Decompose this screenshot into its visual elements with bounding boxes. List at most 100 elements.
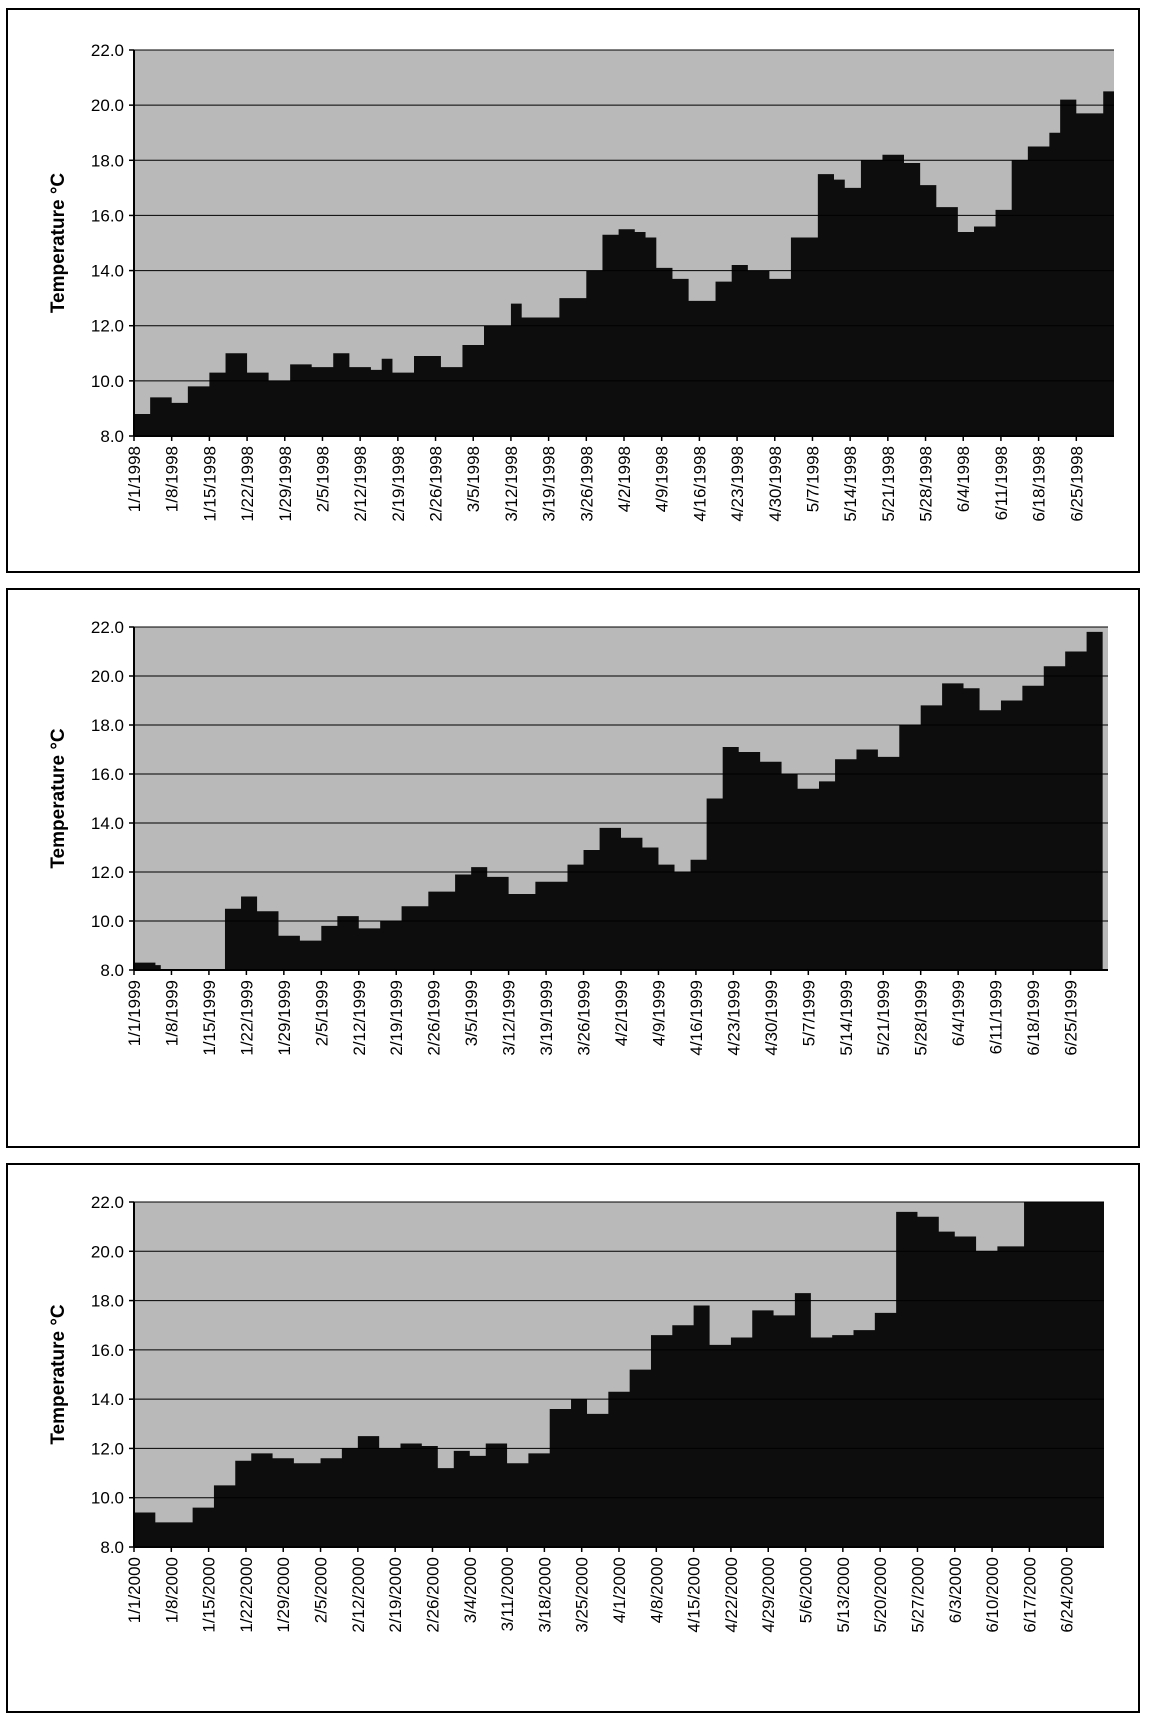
x-tick-label: 2/12/1998 — [351, 446, 370, 522]
x-tick-label: 5/28/1998 — [917, 446, 936, 522]
x-tick-label: 4/2/1998 — [615, 446, 634, 512]
x-tick-label: 1/29/2000 — [274, 1557, 293, 1633]
y-tick-label: 20.0 — [91, 667, 124, 686]
x-tick-label: 2/26/1999 — [425, 980, 444, 1056]
x-tick-label: 1/1/1998 — [125, 446, 144, 512]
chart-panel-1998: 8.0 10.0 12.0 14.0 16.0 18.0 20.0 22.0 1/1/1998 1… — [6, 8, 1140, 573]
temperature-chart-1999: 8.0 10.0 12.0 14.0 16.0 18.0 20.0 22.0 1/1/1999 1… — [48, 618, 1108, 1056]
x-tick-label: 5/14/1999 — [837, 980, 856, 1056]
x-tick-label: 6/18/1998 — [1030, 446, 1049, 522]
x-tick-label: 1/15/1999 — [200, 980, 219, 1056]
x-tick-label: 5/6/2000 — [797, 1557, 816, 1623]
x-tick-label: 6/25/1999 — [1062, 980, 1081, 1056]
x-tick-label: 2/12/2000 — [349, 1557, 368, 1633]
x-tick-label: 1/1/1999 — [125, 980, 144, 1046]
y-tick-label: 20.0 — [91, 1242, 124, 1261]
x-tick-label: 6/4/1998 — [954, 446, 973, 512]
x-tick-label: 3/19/1999 — [537, 980, 556, 1056]
x-tick-label: 6/24/2000 — [1058, 1557, 1077, 1633]
y-axis-label: Temperature °C — [48, 1304, 69, 1445]
x-tick-label: 3/5/1999 — [462, 980, 481, 1046]
x-tick-label: 4/8/2000 — [647, 1557, 666, 1623]
x-tick-label: 6/17/2000 — [1020, 1557, 1039, 1633]
x-tick-label: 2/19/1999 — [387, 980, 406, 1056]
x-tick-label: 6/4/1999 — [949, 980, 968, 1046]
x-tick-label: 4/2/1999 — [612, 980, 631, 1046]
x-tick-label: 4/23/1999 — [724, 980, 743, 1056]
x-tick-label: 4/23/1998 — [728, 446, 747, 522]
x-tick-label: 1/8/1998 — [163, 446, 182, 512]
x-tick-label: 5/14/1998 — [841, 446, 860, 522]
x-tick-label: 4/15/2000 — [685, 1557, 704, 1633]
y-tick-label: 16.0 — [91, 206, 124, 225]
x-tick-label: 5/7/1999 — [799, 980, 818, 1046]
y-tick-label: 8.0 — [100, 1538, 124, 1557]
x-tick-label: 6/11/1998 — [992, 446, 1011, 520]
y-tick-label: 18.0 — [91, 716, 124, 735]
x-tick-label: 3/4/2000 — [461, 1557, 480, 1623]
temperature-area — [134, 627, 1103, 970]
y-tick-label: 22.0 — [91, 618, 124, 637]
x-tick-label: 4/9/1998 — [653, 446, 672, 512]
y-tick-label: 14.0 — [91, 262, 124, 281]
x-tick-label: 3/19/1998 — [540, 446, 559, 522]
x-tick-label: 2/19/1998 — [389, 446, 408, 522]
x-tick-label: 4/1/2000 — [610, 1557, 629, 1623]
y-tick-label: 16.0 — [91, 1341, 124, 1360]
temperature-chart-1998: 8.0 10.0 12.0 14.0 16.0 18.0 20.0 22.0 1/1/1998 1… — [48, 41, 1114, 522]
y-tick-label: 16.0 — [91, 765, 124, 784]
y-tick-label: 22.0 — [91, 41, 124, 60]
x-tick-label: 2/5/1999 — [312, 980, 331, 1046]
x-tick-label: 1/22/1998 — [238, 446, 257, 522]
x-tick-label: 1/15/1998 — [200, 446, 219, 522]
temperature-area — [134, 72, 1114, 437]
temperature-chart-2000: 8.0 10.0 12.0 14.0 16.0 18.0 20.0 22.0 1/1/2000 1… — [48, 1193, 1104, 1633]
y-tick-label: 10.0 — [91, 1489, 124, 1508]
y-tick-label: 8.0 — [100, 961, 124, 980]
x-tick-label: 3/26/1998 — [577, 446, 596, 522]
temperature-area — [134, 1202, 1104, 1547]
chart-panel-2000: 8.0 10.0 12.0 14.0 16.0 18.0 20.0 22.0 1/1/2000 1… — [6, 1163, 1140, 1713]
x-tick-label: 4/30/1999 — [762, 980, 781, 1056]
y-tick-label: 10.0 — [91, 372, 124, 391]
x-tick-label: 5/7/1998 — [803, 446, 822, 512]
y-tick-label: 14.0 — [91, 1390, 124, 1409]
x-tick-label: 3/5/1998 — [464, 446, 483, 512]
y-tick-label: 12.0 — [91, 317, 124, 336]
y-tick-label: 18.0 — [91, 1292, 124, 1311]
y-tick-label: 12.0 — [91, 863, 124, 882]
x-tick-label: 1/22/2000 — [237, 1557, 256, 1633]
x-tick-label: 4/16/1999 — [687, 980, 706, 1056]
x-tick-label: 3/12/1999 — [500, 980, 519, 1056]
x-tick-label: 4/16/1998 — [690, 446, 709, 522]
x-tick-label: 6/25/1998 — [1067, 446, 1086, 522]
x-tick-label: 2/26/2000 — [423, 1557, 442, 1633]
x-tick-label: 4/29/2000 — [759, 1557, 778, 1633]
y-tick-label: 18.0 — [91, 151, 124, 170]
y-tick-label: 12.0 — [91, 1439, 124, 1458]
x-tick-label: 1/29/1998 — [276, 446, 295, 522]
x-tick-label: 1/8/2000 — [162, 1557, 181, 1623]
chart-panel-1999: 8.0 10.0 12.0 14.0 16.0 18.0 20.0 22.0 1/1/1999 1… — [6, 588, 1140, 1148]
y-tick-label: 10.0 — [91, 912, 124, 931]
x-tick-label: 2/26/1998 — [427, 446, 446, 522]
x-tick-label: 1/15/2000 — [200, 1557, 219, 1633]
x-tick-label: 1/29/1999 — [275, 980, 294, 1056]
x-tick-label: 6/18/1999 — [1024, 980, 1043, 1056]
x-tick-label: 5/21/1998 — [879, 446, 898, 522]
x-tick-label: 5/13/2000 — [834, 1557, 853, 1633]
x-tick-label: 5/20/2000 — [871, 1557, 890, 1633]
x-tick-label: 3/25/2000 — [573, 1557, 592, 1633]
x-tick-label: 5/21/1999 — [874, 980, 893, 1056]
x-tick-label: 5/28/1999 — [912, 980, 931, 1056]
x-tick-label: 1/1/2000 — [125, 1557, 144, 1623]
x-tick-label: 3/12/1998 — [502, 446, 521, 522]
y-tick-label: 22.0 — [91, 1193, 124, 1212]
x-tick-label: 1/22/1999 — [237, 980, 256, 1056]
x-tick-label: 2/5/2000 — [312, 1557, 331, 1623]
x-tick-label: 6/11/1999 — [987, 980, 1006, 1054]
y-tick-label: 14.0 — [91, 814, 124, 833]
y-axis-label: Temperature °C — [48, 173, 69, 314]
x-tick-label: 1/8/1999 — [162, 980, 181, 1046]
x-tick-label: 5/27/2000 — [908, 1557, 927, 1633]
